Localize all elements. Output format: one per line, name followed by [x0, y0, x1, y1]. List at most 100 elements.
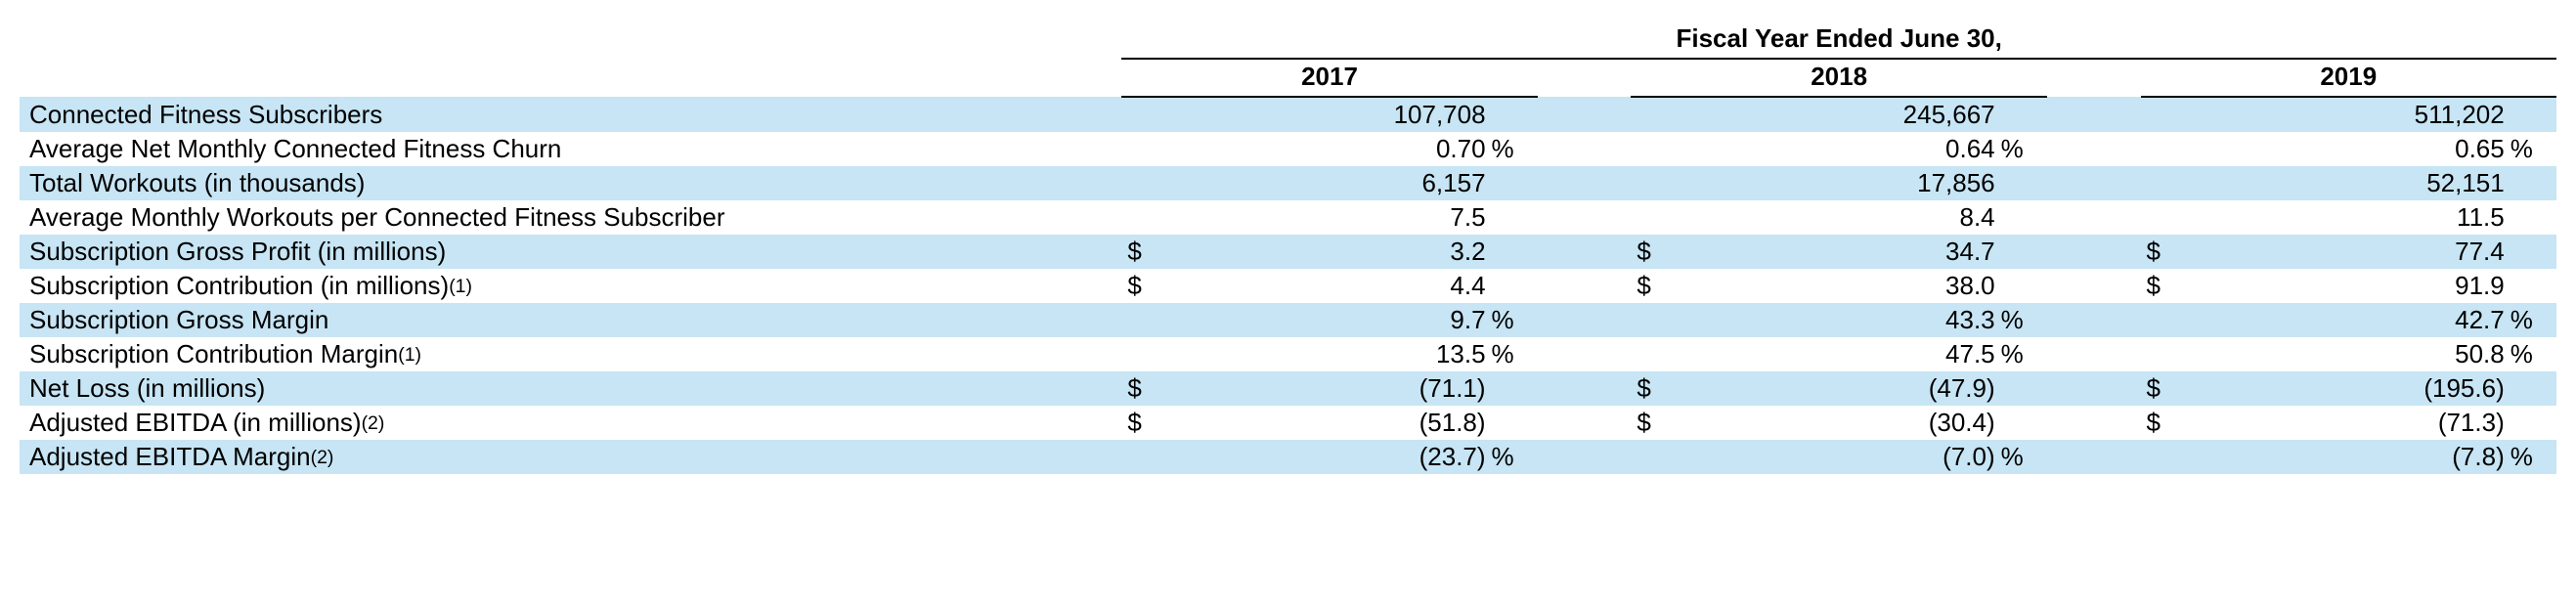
header-super-title: Fiscal Year Ended June 30, — [1121, 20, 2556, 59]
percent-symbol — [2505, 371, 2556, 406]
metric-label: Connected Fitness Subscribers — [20, 97, 1121, 132]
percent-symbol — [1995, 200, 2047, 235]
percent-symbol — [2505, 200, 2556, 235]
percent-symbol — [2505, 166, 2556, 200]
column-gap — [1538, 303, 1632, 337]
metric-value: 50.8 — [2193, 337, 2505, 371]
metric-label-text: Net Loss (in millions) — [29, 373, 265, 403]
percent-symbol — [1486, 166, 1538, 200]
column-gap — [2047, 166, 2141, 200]
metric-value: 0.70 — [1174, 132, 1486, 166]
metric-value: (71.3) — [2193, 406, 2505, 440]
percent-symbol — [1995, 166, 2047, 200]
metric-value: 4.4 — [1174, 269, 1486, 303]
percent-symbol — [1486, 371, 1538, 406]
currency-symbol — [2141, 303, 2193, 337]
header-years-row: 2017 2018 2019 — [20, 59, 2556, 97]
currency-symbol — [1631, 440, 1682, 474]
metric-value: 6,157 — [1174, 166, 1486, 200]
metric-value: 38.0 — [1683, 269, 1995, 303]
metric-value: 77.4 — [2193, 235, 2505, 269]
metric-value: 11.5 — [2193, 200, 2505, 235]
currency-symbol: $ — [2141, 269, 2193, 303]
currency-symbol — [2141, 132, 2193, 166]
currency-symbol: $ — [1631, 406, 1682, 440]
percent-symbol: % — [1995, 132, 2047, 166]
header-spacer — [20, 59, 1121, 97]
percent-symbol: % — [2505, 337, 2556, 371]
table-row: Net Loss (in millions)$(71.1)$(47.9)$(19… — [20, 371, 2556, 406]
metric-label-text: Subscription Gross Margin — [29, 305, 328, 334]
column-gap — [2047, 371, 2141, 406]
currency-symbol: $ — [1631, 269, 1682, 303]
currency-symbol — [1631, 303, 1682, 337]
metric-value: 107,708 — [1174, 97, 1486, 132]
table-row: Subscription Gross Profit (in millions) $… — [20, 235, 2556, 269]
metric-value: 91.9 — [2193, 269, 2505, 303]
metric-label-text: Average Net Monthly Connected Fitness Ch… — [29, 134, 561, 163]
metric-label: Subscription Contribution Margin(1) — [20, 337, 1121, 371]
percent-symbol: % — [1486, 337, 1538, 371]
currency-symbol — [2141, 166, 2193, 200]
percent-symbol: % — [2505, 132, 2556, 166]
metric-value: (47.9) — [1683, 371, 1995, 406]
column-gap — [2047, 269, 2141, 303]
currency-symbol — [1121, 440, 1173, 474]
percent-symbol — [1995, 235, 2047, 269]
currency-symbol: $ — [2141, 406, 2193, 440]
table-row: Adjusted EBITDA (in millions)(2)$(51.8)$… — [20, 406, 2556, 440]
table-row: Connected Fitness Subscribers107,708245,… — [20, 97, 2556, 132]
percent-symbol — [1995, 371, 2047, 406]
percent-symbol: % — [1995, 337, 2047, 371]
metric-value: 7.5 — [1174, 200, 1486, 235]
currency-symbol: $ — [2141, 371, 2193, 406]
metric-value: (7.0) — [1683, 440, 1995, 474]
percent-symbol — [2505, 235, 2556, 269]
percent-symbol — [2505, 406, 2556, 440]
metric-label: Subscription Contribution (in millions)(… — [20, 269, 1121, 303]
percent-symbol — [1486, 235, 1538, 269]
percent-symbol — [1486, 200, 1538, 235]
column-gap — [1538, 200, 1632, 235]
footnote-ref: (1) — [449, 276, 472, 297]
currency-symbol — [1121, 337, 1173, 371]
percent-symbol: % — [1995, 303, 2047, 337]
currency-symbol: $ — [1121, 406, 1173, 440]
metric-value: 42.7 — [2193, 303, 2505, 337]
metric-label: Subscription Gross Profit (in millions) — [20, 235, 1121, 269]
table-row: Adjusted EBITDA Margin(2)(23.7)%(7.0)%(7… — [20, 440, 2556, 474]
currency-symbol — [2141, 337, 2193, 371]
percent-symbol — [1995, 269, 2047, 303]
currency-symbol — [1121, 97, 1173, 132]
header-year-0: 2017 — [1121, 59, 1537, 97]
metric-value: (71.1) — [1174, 371, 1486, 406]
column-gap — [2047, 200, 2141, 235]
metric-value: 43.3 — [1683, 303, 1995, 337]
currency-symbol — [1631, 200, 1682, 235]
percent-symbol: % — [1486, 132, 1538, 166]
header-gap — [2047, 59, 2141, 97]
percent-symbol: % — [1995, 440, 2047, 474]
column-gap — [1538, 337, 1632, 371]
table-header: Fiscal Year Ended June 30, 2017 2018 201… — [20, 20, 2556, 97]
currency-symbol: $ — [1631, 235, 1682, 269]
header-spacer — [20, 20, 1121, 59]
currency-symbol: $ — [2141, 235, 2193, 269]
metric-label: Net Loss (in millions) — [20, 371, 1121, 406]
percent-symbol: % — [2505, 440, 2556, 474]
column-gap — [2047, 406, 2141, 440]
metric-label: Average Net Monthly Connected Fitness Ch… — [20, 132, 1121, 166]
column-gap — [1538, 440, 1632, 474]
column-gap — [2047, 337, 2141, 371]
header-year-1: 2018 — [1631, 59, 2046, 97]
metric-label-text: Adjusted EBITDA Margin — [29, 442, 311, 471]
metric-value: (7.8) — [2193, 440, 2505, 474]
metric-label: Subscription Gross Margin — [20, 303, 1121, 337]
column-gap — [2047, 97, 2141, 132]
currency-symbol: $ — [1631, 371, 1682, 406]
metric-value: 9.7 — [1174, 303, 1486, 337]
percent-symbol: % — [1486, 303, 1538, 337]
table-row: Subscription Contribution Margin(1)13.5%… — [20, 337, 2556, 371]
metric-value: (23.7) — [1174, 440, 1486, 474]
percent-symbol — [1486, 406, 1538, 440]
